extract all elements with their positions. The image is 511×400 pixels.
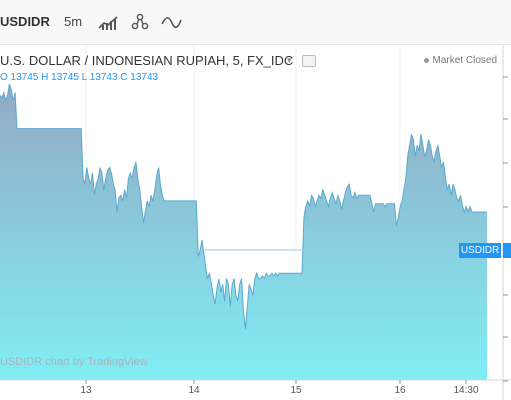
legend-title[interactable]: U.S. DOLLAR / INDONESIAN RUPIAH, 5, FX_I… [0, 53, 294, 68]
market-status: Market Closed [423, 55, 497, 66]
time-axis-label: 14:30 [453, 385, 478, 396]
market-status-text: Market Closed [432, 55, 497, 66]
interval-button[interactable]: 5m [64, 14, 83, 29]
time-axis-label: 13 [80, 385, 92, 396]
legend-dropdown-icon[interactable]: ▾ [287, 55, 292, 65]
status-dot-icon [423, 57, 429, 63]
top-toolbar: USDIDR 5m [0, 0, 511, 45]
indicators-icon[interactable] [129, 11, 151, 33]
price-axis-label: USDIDR [459, 243, 501, 258]
ohlc-values: O 13745 H 13745 L 13743 C 13743 [0, 72, 159, 83]
series-line [0, 83, 487, 329]
chart-canvas[interactable]: 13 14 15 16 14:30 [0, 45, 511, 400]
time-axis-label: 14 [188, 385, 200, 396]
visibility-toggle-icon[interactable] [302, 55, 316, 67]
symbol-search-button[interactable]: USDIDR [0, 14, 50, 29]
price-axis-label-edge [503, 243, 511, 258]
watermark: USDIDR chart by TradingView [0, 356, 148, 368]
time-axis-label: 16 [394, 385, 406, 396]
compare-icon[interactable] [160, 11, 182, 33]
price-chart[interactable]: 13 14 15 16 14:30 [0, 45, 511, 400]
area-fill [0, 84, 487, 380]
bar-style-icon[interactable] [97, 11, 119, 33]
time-axis-label: 15 [290, 385, 302, 396]
